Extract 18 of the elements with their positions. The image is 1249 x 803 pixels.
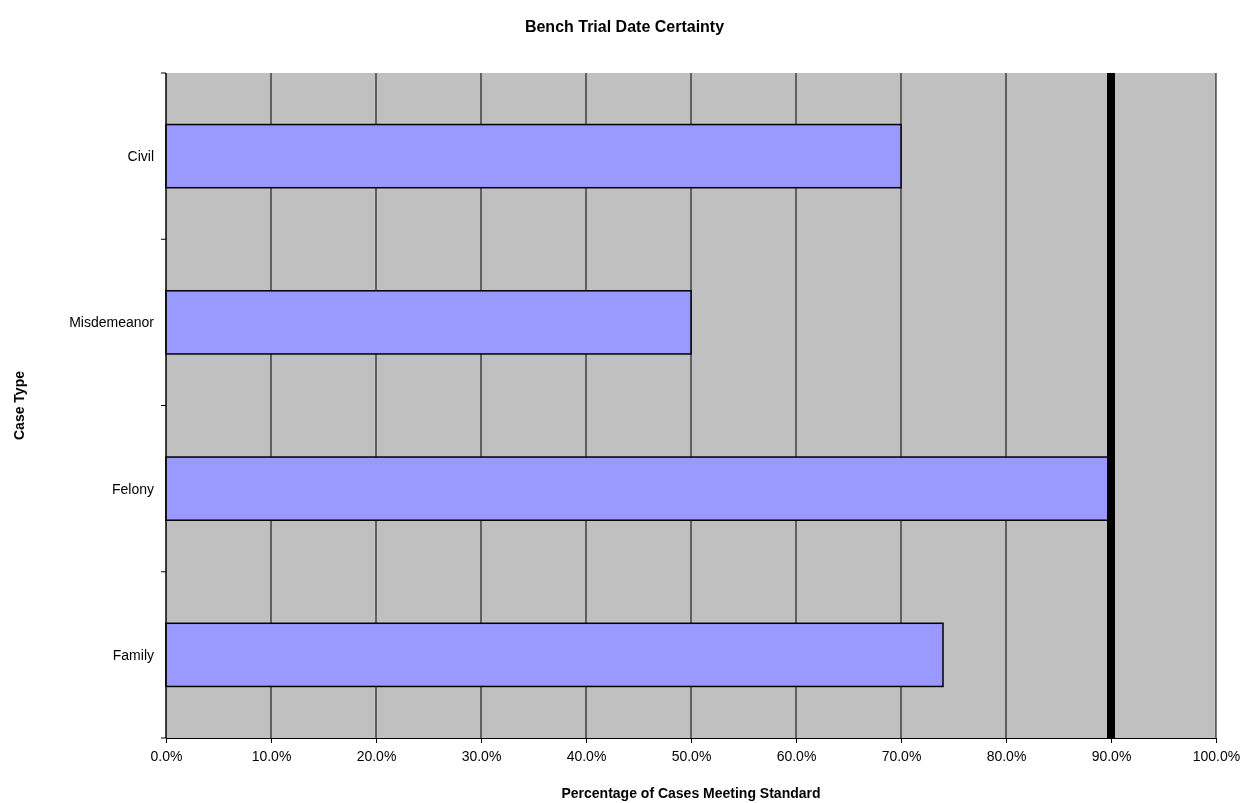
x-tick-label: 50.0% — [671, 748, 712, 765]
x-tick-label: 0.0% — [150, 748, 183, 765]
y-tick-label: Felony — [111, 480, 154, 497]
x-tick-label: 10.0% — [251, 748, 292, 765]
x-tick-label: 20.0% — [356, 748, 397, 765]
x-tick-label: 90.0% — [1091, 748, 1132, 765]
x-tick-label: 80.0% — [986, 748, 1027, 765]
x-tick-label: 70.0% — [881, 748, 922, 765]
y-tick-label: Misdemeanor — [69, 314, 155, 331]
x-tick-label: 40.0% — [566, 748, 607, 765]
x-axis-title: Percentage of Cases Meeting Standard — [561, 785, 821, 801]
y-axis-title: Case Type — [11, 370, 27, 440]
x-tick-label: 30.0% — [461, 748, 502, 765]
chart-title: Bench Trial Date Certainty — [524, 18, 725, 35]
x-tick-label: 60.0% — [776, 748, 817, 765]
y-tick-label: Civil — [127, 148, 154, 165]
x-tick-label: 100.0% — [1192, 748, 1241, 765]
y-tick-label: Family — [112, 646, 154, 663]
